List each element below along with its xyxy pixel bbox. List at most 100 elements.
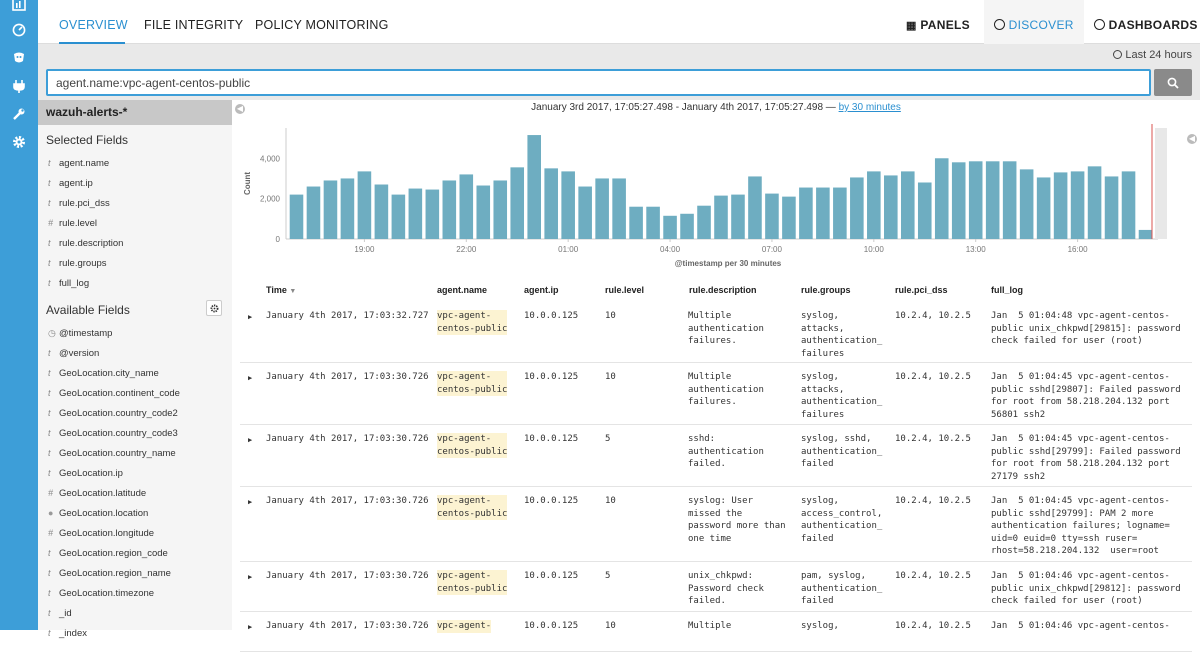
header-time[interactable]: Time ▼ <box>266 285 296 295</box>
histogram-bar[interactable] <box>425 189 440 239</box>
table-row[interactable]: ▶ January 4th 2017, 17:03:30.726 vpc-agent… <box>240 425 1192 487</box>
field-item[interactable]: # GeoLocation.longitude <box>38 523 232 543</box>
histogram-bar[interactable] <box>867 171 881 239</box>
histogram-bar[interactable] <box>408 188 423 239</box>
histogram-bar[interactable] <box>459 174 474 239</box>
interval-link[interactable]: by 30 minutes <box>838 102 901 113</box>
expand-row-icon[interactable]: ▶ <box>248 374 253 382</box>
histogram-bar[interactable] <box>1036 177 1051 239</box>
histogram-bar[interactable] <box>985 161 1000 239</box>
expand-row-icon[interactable]: ▶ <box>248 623 253 631</box>
histogram-bar[interactable] <box>799 187 813 239</box>
histogram-bar[interactable] <box>510 167 525 239</box>
histogram-bar[interactable] <box>629 206 643 239</box>
histogram-bar[interactable] <box>816 187 830 239</box>
histogram-bar[interactable] <box>731 194 745 239</box>
histogram-bar[interactable] <box>917 182 932 239</box>
field-item[interactable]: ◷ @timestamp <box>38 323 232 343</box>
histogram-bar[interactable] <box>765 193 779 239</box>
index-pattern[interactable]: wazuh-alerts-* <box>38 100 232 125</box>
header-rule-description[interactable]: rule.description <box>689 285 757 295</box>
histogram-bar[interactable] <box>951 162 966 239</box>
expand-row-icon[interactable]: ▶ <box>248 436 253 444</box>
dashboards-button[interactable]: DASHBOARDS <box>1094 0 1198 44</box>
histogram-bar[interactable] <box>850 177 864 239</box>
header-rule-groups[interactable]: rule.groups <box>801 285 851 295</box>
histogram-bar[interactable] <box>697 205 711 239</box>
chart-icon[interactable] <box>0 0 38 18</box>
field-item[interactable]: t GeoLocation.city_name <box>38 363 232 383</box>
field-item[interactable]: t GeoLocation.timezone <box>38 583 232 603</box>
header-agent-name[interactable]: agent.name <box>437 285 488 295</box>
collapse-sidebar-icon[interactable]: ◀ <box>235 104 245 114</box>
histogram-bar[interactable] <box>578 186 592 239</box>
histogram-bar[interactable] <box>612 178 626 239</box>
field-item[interactable]: t agent.ip <box>38 173 232 193</box>
field-item[interactable]: t rule.description <box>38 233 232 253</box>
histogram-bar[interactable] <box>476 185 491 239</box>
field-item[interactable]: t GeoLocation.region_name <box>38 563 232 583</box>
tab-overview[interactable]: OVERVIEW <box>59 0 128 44</box>
field-item[interactable]: t GeoLocation.region_code <box>38 543 232 563</box>
histogram-bar[interactable] <box>833 187 847 239</box>
histogram-bar[interactable] <box>544 168 558 239</box>
field-settings-button[interactable] <box>206 300 222 316</box>
histogram-bar[interactable] <box>680 213 694 239</box>
header-full-log[interactable]: full_log <box>991 285 1023 295</box>
histogram-bar[interactable] <box>391 194 406 239</box>
histogram-bar[interactable] <box>663 215 677 239</box>
expand-row-icon[interactable]: ▶ <box>248 313 253 321</box>
histogram-bar[interactable] <box>884 175 898 239</box>
panels-button[interactable]: ▦ PANELS <box>906 0 970 44</box>
table-row[interactable]: ▶ January 4th 2017, 17:03:30.726 vpc-agent… <box>240 612 1192 652</box>
header-agent-ip[interactable]: agent.ip <box>524 285 559 295</box>
field-item[interactable]: t GeoLocation.country_code3 <box>38 423 232 443</box>
histogram-bar[interactable] <box>1002 161 1017 239</box>
histogram-bar[interactable] <box>1070 171 1085 239</box>
field-item[interactable]: t _index <box>38 623 232 643</box>
header-rule-pci-dss[interactable]: rule.pci_dss <box>895 285 948 295</box>
histogram-bar[interactable] <box>1121 171 1136 239</box>
histogram-bar[interactable] <box>714 195 728 239</box>
field-item[interactable]: t _id <box>38 603 232 623</box>
histogram-bar[interactable] <box>1053 172 1068 239</box>
field-item[interactable]: t @version <box>38 343 232 363</box>
table-row[interactable]: ▶ January 4th 2017, 17:03:30.726 vpc-agent… <box>240 562 1192 612</box>
histogram-bar[interactable] <box>289 194 304 239</box>
field-item[interactable]: # rule.level <box>38 213 232 233</box>
header-rule-level[interactable]: rule.level <box>605 285 645 295</box>
field-item[interactable]: t GeoLocation.country_code2 <box>38 403 232 423</box>
histogram-bar[interactable] <box>1104 176 1119 239</box>
table-row[interactable]: ▶ January 4th 2017, 17:03:30.726 vpc-agent… <box>240 363 1192 425</box>
search-button[interactable] <box>1154 69 1192 96</box>
expand-row-icon[interactable]: ▶ <box>248 573 253 581</box>
histogram-bar[interactable] <box>1087 166 1102 239</box>
field-item[interactable]: t full_log <box>38 273 232 293</box>
time-picker[interactable]: Last 24 hours <box>1113 49 1192 61</box>
histogram-bar[interactable] <box>1138 229 1153 239</box>
histogram-bar[interactable] <box>968 161 983 239</box>
field-item[interactable]: t rule.groups <box>38 253 232 273</box>
expand-row-icon[interactable]: ▶ <box>248 498 253 506</box>
table-row[interactable]: ▶ January 4th 2017, 17:03:30.726 vpc-agent… <box>240 487 1192 562</box>
search-input[interactable]: agent.name:vpc-agent-centos-public <box>46 69 1151 96</box>
field-item[interactable]: t GeoLocation.continent_code <box>38 383 232 403</box>
tab-policy-monitoring[interactable]: POLICY MONITORING <box>255 18 389 32</box>
histogram-bar[interactable] <box>934 158 949 239</box>
field-item[interactable]: # GeoLocation.latitude <box>38 483 232 503</box>
dashboard-gauge-icon[interactable] <box>0 16 38 44</box>
field-item[interactable]: t rule.pci_dss <box>38 193 232 213</box>
histogram-bar[interactable] <box>357 171 372 239</box>
histogram-bar[interactable] <box>374 184 389 239</box>
histogram-bar[interactable] <box>340 178 355 239</box>
histogram-bar[interactable] <box>306 186 321 239</box>
field-item[interactable]: t GeoLocation.country_name <box>38 443 232 463</box>
histogram-bar[interactable] <box>748 176 762 239</box>
histogram-bar[interactable] <box>1019 169 1034 239</box>
field-item[interactable]: t GeoLocation.ip <box>38 463 232 483</box>
histogram-bar[interactable] <box>323 180 338 239</box>
histogram-bar[interactable] <box>646 206 660 239</box>
histogram-bar[interactable] <box>527 135 541 239</box>
field-item[interactable]: t agent.name <box>38 153 232 173</box>
wrench-icon[interactable] <box>0 100 38 128</box>
